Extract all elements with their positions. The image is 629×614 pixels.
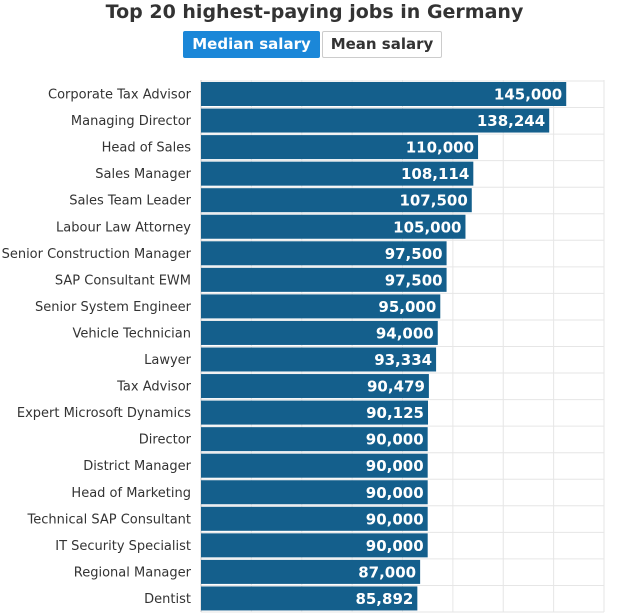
value-label: 108,114 <box>401 165 469 183</box>
bar[interactable] <box>201 400 429 425</box>
category-label: Labour Law Attorney <box>56 220 191 235</box>
category-label: Expert Microsoft Dynamics <box>17 406 191 421</box>
bar[interactable] <box>201 188 472 213</box>
value-label: 85,892 <box>355 590 413 608</box>
bar[interactable] <box>201 374 429 399</box>
value-label: 90,479 <box>367 378 425 396</box>
value-label: 110,000 <box>406 139 474 157</box>
bar[interactable] <box>201 533 428 558</box>
category-label: Senior Construction Manager <box>2 247 192 262</box>
category-label: District Manager <box>83 459 191 474</box>
value-label: 95,000 <box>378 298 436 316</box>
value-label: 87,000 <box>358 563 416 581</box>
bar[interactable] <box>201 267 447 292</box>
value-label: 145,000 <box>494 86 562 104</box>
bar[interactable] <box>201 453 428 478</box>
label-layer: Corporate Tax Advisor 145,000 Managing Dir… <box>2 86 563 608</box>
category-label: Technical SAP Consultant <box>27 512 191 527</box>
value-label: 97,500 <box>385 245 443 263</box>
category-label: Sales Manager <box>95 167 191 182</box>
bar[interactable] <box>201 241 447 266</box>
category-label: Sales Team Leader <box>69 194 191 209</box>
bar-layer <box>201 82 567 611</box>
category-label: Lawyer <box>144 353 192 368</box>
category-label: IT Security Specialist <box>55 539 191 554</box>
bar[interactable] <box>201 586 418 611</box>
value-label: 90,125 <box>366 404 424 422</box>
bar[interactable] <box>201 427 428 452</box>
value-label: 93,334 <box>374 351 432 369</box>
category-label: Managing Director <box>71 114 192 129</box>
category-label: Corporate Tax Advisor <box>48 88 192 103</box>
value-label: 90,000 <box>366 484 424 502</box>
bar[interactable] <box>201 161 474 186</box>
category-label: Senior System Engineer <box>35 300 192 315</box>
chart-title: Top 20 highest-paying jobs in Germany <box>105 1 524 23</box>
bar[interactable] <box>201 480 428 505</box>
bar[interactable] <box>201 135 479 160</box>
bar[interactable] <box>201 108 550 133</box>
category-label: Tax Advisor <box>116 380 192 395</box>
value-label: 94,000 <box>376 324 434 342</box>
value-label: 105,000 <box>393 218 461 236</box>
value-label: 90,000 <box>366 537 424 555</box>
category-label: Director <box>139 433 192 448</box>
bar[interactable] <box>201 294 441 319</box>
bar[interactable] <box>201 347 437 372</box>
category-label: SAP Consultant EWM <box>55 273 191 288</box>
median-salary-button[interactable]: Median salary <box>183 31 320 58</box>
category-label: Vehicle Technician <box>72 326 191 341</box>
grid-layer <box>200 80 605 613</box>
bar[interactable] <box>201 214 466 239</box>
value-label: 90,000 <box>366 510 424 528</box>
value-label: 138,244 <box>477 112 545 130</box>
category-label: Regional Manager <box>74 565 192 580</box>
value-label: 97,500 <box>385 271 443 289</box>
bar[interactable] <box>201 506 428 531</box>
category-label: Head of Marketing <box>71 486 191 501</box>
value-label: 107,500 <box>399 192 467 210</box>
bar[interactable] <box>201 320 438 345</box>
category-label: Dentist <box>144 592 191 607</box>
value-label: 90,000 <box>366 431 424 449</box>
category-label: Head of Sales <box>102 141 192 156</box>
value-label: 90,000 <box>366 457 424 475</box>
bar[interactable] <box>201 559 421 584</box>
bar[interactable] <box>201 82 567 106</box>
mean-salary-button[interactable]: Mean salary <box>322 31 442 58</box>
